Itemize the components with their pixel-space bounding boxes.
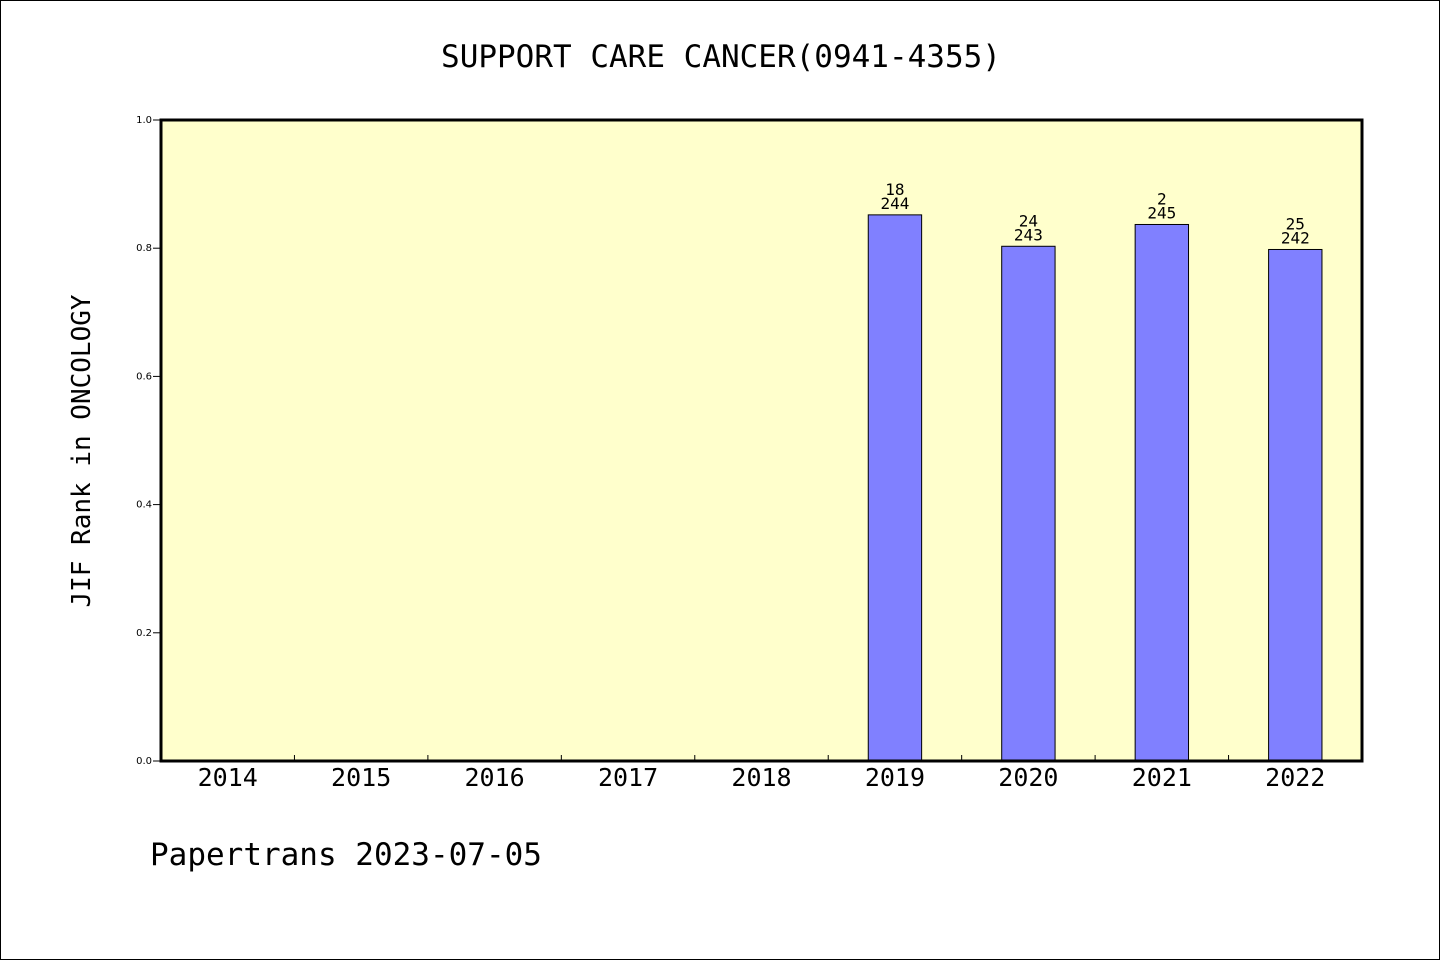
bar-label-rank: 24 <box>1019 211 1038 230</box>
bar-label-rank: 2 <box>1157 189 1167 208</box>
x-tick-label: 2015 <box>331 763 391 792</box>
x-tick-label: 2022 <box>1265 763 1325 792</box>
x-tick-label: 2014 <box>198 763 258 792</box>
x-tick-label: 2021 <box>1132 763 1192 792</box>
bar-label-total: 243 <box>1014 225 1043 244</box>
y-tick-label: 0.8 <box>136 243 152 254</box>
bar-2020 <box>1001 245 1056 762</box>
plot-border <box>159 118 1364 763</box>
y-tick-label: 0.0 <box>136 756 152 767</box>
bar-label-rank: 18 <box>885 180 904 199</box>
bar-label-total: 244 <box>880 194 909 213</box>
y-axis-label: JIF Rank in ONCOLOGY <box>67 294 97 607</box>
y-tick-label: 1.0 <box>136 115 152 126</box>
bar-2019 <box>867 214 923 762</box>
ticks-layer: 0.0 0.2 0.4 0.6 0.8 1.0 2014 2015 2016 2017 2018 20… <box>136 115 1325 792</box>
x-tick-label: 2017 <box>598 763 658 792</box>
bar-label-total: 245 <box>1147 203 1176 222</box>
x-tick-label: 2019 <box>865 763 925 792</box>
y-tick-label: 0.4 <box>136 500 152 511</box>
x-tick-label: 2016 <box>465 763 525 792</box>
bar-label-rank: 25 <box>1286 214 1305 233</box>
bar-2022 <box>1268 248 1323 762</box>
y-tick-label: 0.2 <box>136 628 152 639</box>
x-tick-label: 2020 <box>998 763 1058 792</box>
footer-text: Papertrans 2023-07-05 <box>150 837 542 873</box>
bar-label-total: 242 <box>1281 228 1310 247</box>
bar-2021 <box>1134 223 1190 762</box>
x-tick-label: 2018 <box>731 763 791 792</box>
chart-title: SUPPORT CARE CANCER(0941-4355) <box>441 39 1001 75</box>
y-tick-label: 0.6 <box>136 371 152 382</box>
